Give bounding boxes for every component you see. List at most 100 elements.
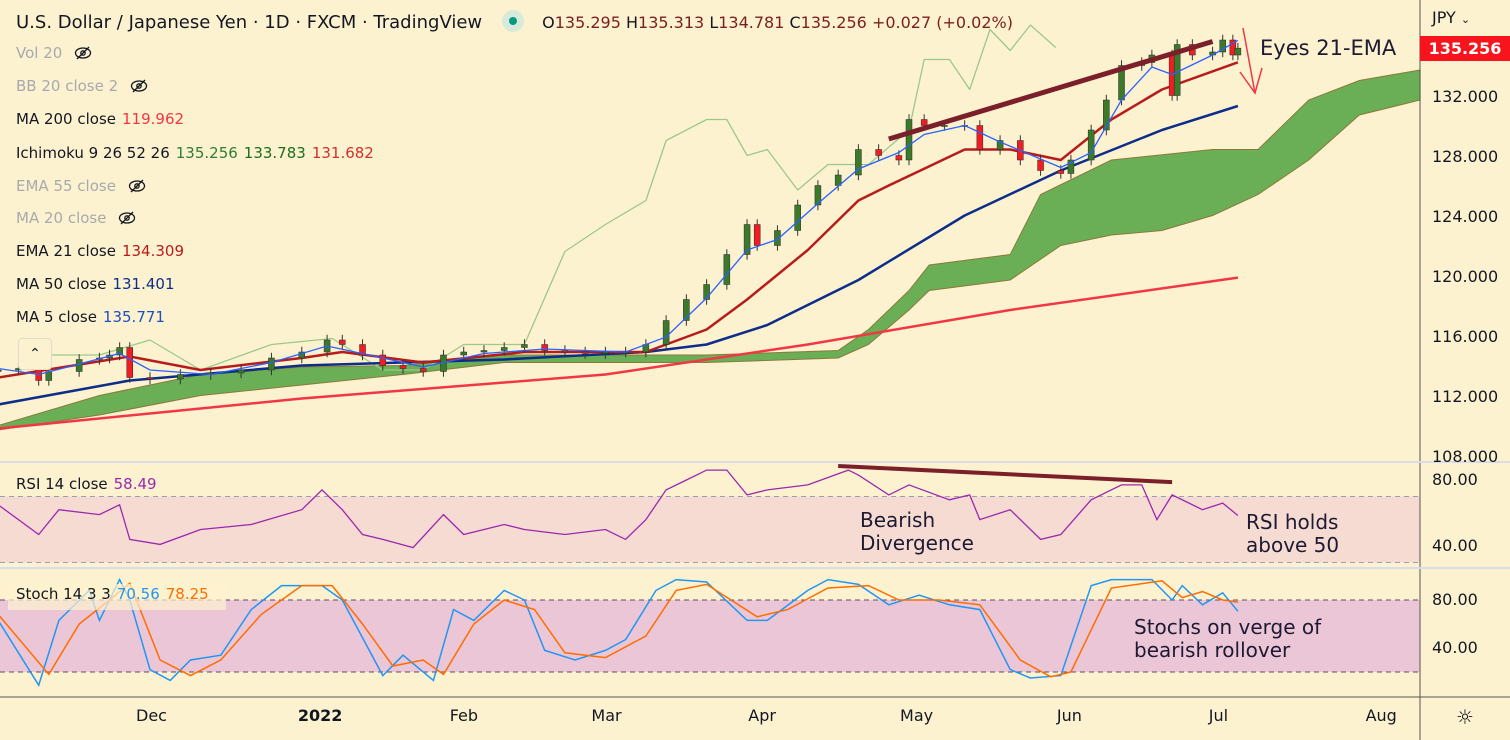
candle-up [683, 299, 690, 321]
candle-down [976, 125, 984, 150]
price-tick: 120.000 [1432, 267, 1499, 286]
eye-off-icon[interactable] [128, 179, 146, 193]
rsi-pane[interactable] [0, 463, 1420, 563]
candle-up [1103, 99, 1110, 131]
candle-up [75, 359, 83, 372]
chevron-up-icon: ⌃ [29, 346, 41, 362]
candle-down [753, 224, 761, 246]
ichimoku-cloud [0, 69, 1421, 431]
candle-up [1234, 47, 1242, 56]
down-arrow [1242, 27, 1256, 94]
chart-header: U.S. Dollar / Japanese Yen · 1D · FXCM ·… [16, 10, 1013, 33]
eye-off-icon[interactable] [118, 211, 136, 225]
time-tick: Mar [591, 706, 622, 725]
legend-ma200[interactable]: MA 200 close 119.962 [16, 110, 185, 128]
candle-down [1037, 159, 1044, 171]
rsi-14-close-line [0, 469, 1239, 549]
price-tick: 132.000 [1432, 87, 1499, 106]
price-tick: 112.000 [1432, 387, 1499, 406]
candle-up [662, 320, 670, 345]
stoch-pane[interactable] [0, 577, 1420, 687]
candle-down [895, 155, 903, 161]
rsi-tick: 80.00 [1432, 470, 1478, 489]
time-tick: 2022 [297, 706, 343, 725]
candle-down [1229, 39, 1237, 56]
candle-up [1087, 129, 1095, 161]
legend-ema55[interactable]: EMA 55 close [16, 177, 146, 195]
rsi-divergence-trendline [838, 463, 1173, 485]
candle-down [541, 344, 548, 351]
candle-up [743, 224, 751, 255]
stoch-band [0, 600, 1420, 672]
candle-up [480, 350, 488, 353]
candle-up [703, 284, 710, 300]
legend-rsi[interactable]: RSI 14 close 58.49 [16, 475, 157, 493]
ma-5-line [0, 39, 1239, 376]
time-tick: Apr [748, 706, 776, 725]
stoch-tick: 80.00 [1432, 590, 1478, 609]
time-tick: May [900, 706, 934, 725]
ichimoku-lagging-span-line [18, 24, 1057, 371]
time-tick: Aug [1365, 706, 1397, 725]
candle-down [875, 149, 882, 156]
legend-ema21[interactable]: EMA 21 close 134.309 [16, 242, 184, 260]
last-price-label: 135.256 [1420, 36, 1510, 61]
settings-gear-icon[interactable]: ☼ [1456, 705, 1474, 729]
legend-stoch[interactable]: Stoch 14 3 3 70.56 78.25 [16, 585, 209, 603]
candle-up [116, 347, 123, 356]
candle-down [359, 344, 366, 356]
candle-up [814, 185, 822, 206]
price-tick: 124.000 [1432, 207, 1499, 226]
candle-up [905, 119, 913, 161]
stoch-tick: 40.00 [1432, 638, 1478, 657]
legend-ma5[interactable]: MA 5 close 135.771 [16, 308, 165, 326]
candle-down [126, 347, 134, 378]
ohlc-readout: O135.295 H135.313 L134.781 C135.256 +0.0… [542, 13, 1013, 32]
stoch-k-line [0, 577, 1239, 687]
stoch-legend-background [8, 584, 226, 610]
eye-off-icon[interactable] [74, 46, 92, 60]
chevron-down-icon: ⌄ [1460, 13, 1471, 26]
time-tick: Jun [1056, 706, 1082, 725]
candle-up [941, 125, 948, 127]
market-status-icon[interactable] [502, 10, 525, 32]
candle-up [177, 374, 184, 380]
candle-up [237, 369, 245, 374]
time-tick: Dec [136, 706, 167, 725]
candle-down [339, 339, 346, 345]
price-resistance-trendline [888, 39, 1214, 142]
time-tick: Jul [1208, 706, 1229, 725]
candle-up [268, 357, 275, 371]
currency-selector[interactable]: JPY ⌄ [1432, 8, 1471, 27]
candle-down [379, 354, 387, 366]
candle-up [521, 344, 528, 348]
candle-up [794, 204, 801, 231]
annotation-rsi-holds: RSI holds above 50 [1246, 510, 1340, 557]
candle-up [996, 140, 1004, 150]
candle-up [602, 351, 609, 354]
legend-ma50[interactable]: MA 50 close 131.401 [16, 275, 175, 293]
candle-up [500, 347, 508, 351]
legend-ichimoku[interactable]: Ichimoku 9 26 52 26 135.256 133.783 131.682 [16, 144, 374, 162]
candle-down [146, 377, 154, 380]
ma-200-close-line [0, 276, 1239, 430]
collapse-legend-button[interactable]: ⌃ [18, 338, 52, 370]
candle-down [581, 351, 589, 354]
eye-off-icon[interactable] [130, 79, 148, 93]
stoch-d-line [0, 580, 1239, 678]
price-tick: 116.000 [1432, 327, 1499, 346]
down-arrow-head [1239, 67, 1263, 95]
legend-ma20[interactable]: MA 20 close [16, 209, 136, 227]
candle-down [1057, 170, 1065, 174]
rsi-band [0, 496, 1420, 563]
candle-up [774, 230, 781, 246]
annotation-eyes-ema: Eyes 21-EMA [1260, 36, 1397, 60]
price-tick: 128.000 [1432, 147, 1499, 166]
legend-bb[interactable]: BB 20 close 2 [16, 77, 148, 95]
candle-up [1067, 159, 1075, 174]
price-pane[interactable] [0, 24, 1421, 431]
legend-vol[interactable]: Vol 20 [16, 44, 92, 62]
candle-up [460, 351, 467, 356]
symbol-title[interactable]: U.S. Dollar / Japanese Yen · 1D · FXCM ·… [16, 12, 483, 33]
